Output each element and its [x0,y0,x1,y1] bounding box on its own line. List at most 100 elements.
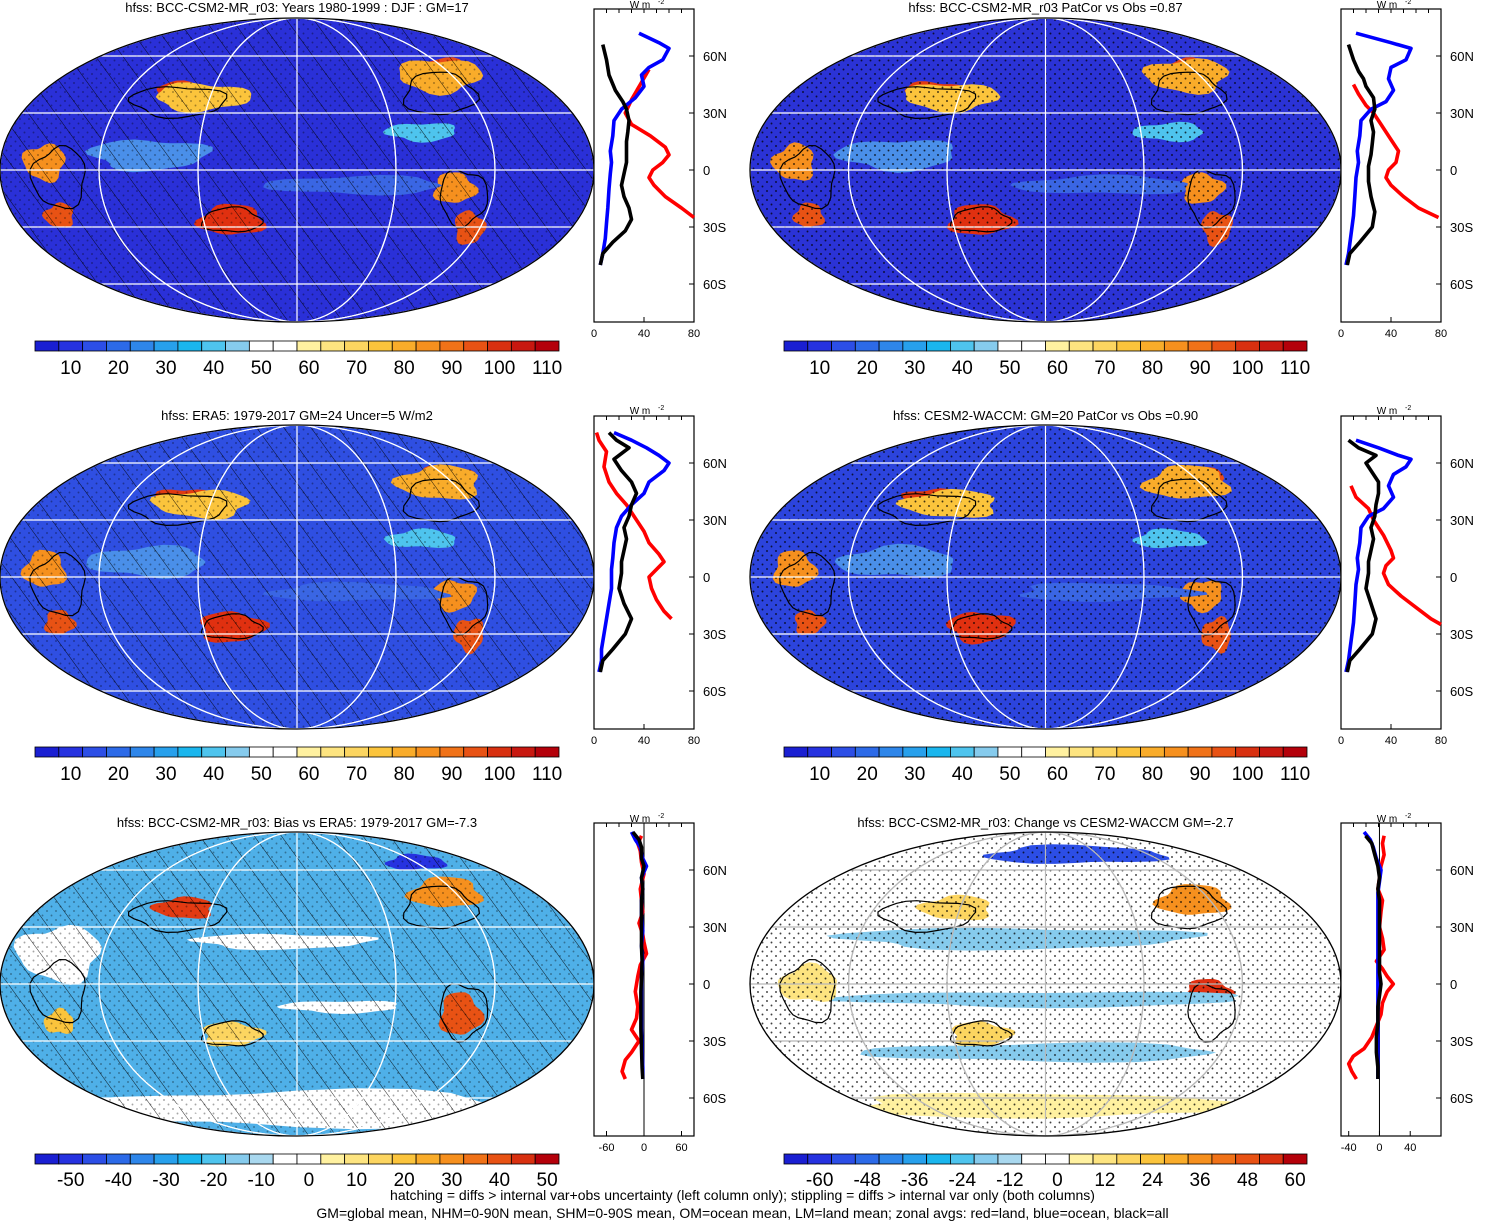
colorbar-swatch [82,340,107,352]
colorbar-swatch [82,1153,107,1165]
map-field [750,18,1341,322]
colorbar-swatch [1282,340,1308,352]
units-label: W m [1377,0,1398,11]
x-tick-label: 0 [1338,735,1344,747]
colorbar-swatch [1235,746,1260,758]
colorbar-swatch [854,340,880,352]
colorbar-swatch [534,1153,560,1165]
colorbar-swatch [177,340,203,352]
zonal-series-line [631,830,646,1080]
colorbar-swatch [902,340,928,352]
colorbar-label: 60 [1285,1170,1306,1191]
colorbar-swatch [82,746,107,758]
panel-3: hfss: ERA5: 1979-2017 GM=24 Uncer=5 W/m2… [0,405,727,785]
colorbar-swatch [534,340,560,352]
longitude-line [946,832,1145,1136]
colorbar-label: 60 [298,764,319,785]
x-tick-label: 40 [638,328,650,340]
colorbar-swatch [1021,746,1046,758]
colorbar-label: 0 [304,1170,315,1191]
units-exponent: -2 [1405,813,1411,820]
lat-tick-label: 60N [703,863,727,878]
colorbar-label: 40 [489,1170,510,1191]
colorbar-label: 20 [108,358,129,379]
x-tick-label: 80 [1435,328,1447,340]
colorbar-swatch [487,1153,512,1165]
colorbar-swatch [225,1153,250,1165]
x-tick-label: 40 [1385,735,1397,747]
longitude-line [847,832,1244,1136]
colorbar-swatch [201,1153,226,1165]
colorbar-label: 10 [346,1170,367,1191]
colorbar-swatch [1021,1153,1046,1165]
x-tick-label: 80 [1435,735,1447,747]
colorbar-swatch [391,1153,417,1165]
colorbar-swatch [34,746,60,758]
panel-2: hfss: BCC-CSM2-MR_r03 PatCor vs Obs =0.8… [749,0,1474,379]
colorbar-label: 20 [857,358,878,379]
lat-tick-label: 60S [1450,277,1473,292]
longitude-line [98,832,496,1136]
colorbar-label: 110 [1280,358,1310,379]
colorbar-label: 50 [999,358,1020,379]
colorbar-swatch [1163,1153,1189,1165]
units-exponent: -2 [658,0,664,6]
colorbar-swatch [783,340,809,352]
longitude-line [197,832,397,1136]
colorbar-swatch [463,1153,488,1165]
colorbar-label: 50 [999,764,1020,785]
lat-tick-label: 60S [1450,1091,1473,1106]
colorbar-swatch [344,340,369,352]
colorbar-swatch [201,746,226,758]
map-field [0,425,594,729]
colorbar-swatch [878,746,904,758]
lat-tick-label: 0 [703,163,710,178]
colorbar-swatch [106,746,131,758]
panel-4: hfss: CESM2-WACCM: GM=20 PatCor vs Obs =… [749,405,1474,785]
colorbar-swatch [1163,746,1189,758]
colorbar-label: 110 [532,764,562,785]
lat-tick-label: 30N [1450,513,1474,528]
colorbar-swatch [878,1153,904,1165]
colorbar-swatch [831,340,856,352]
colorbar-swatch [34,340,60,352]
x-tick-label: -40 [1341,1142,1357,1154]
colorbar-label: 10 [60,358,81,379]
longitude-line [197,18,397,322]
x-tick-label: -60 [599,1142,615,1154]
colorbar-swatch [1187,1153,1213,1165]
units-label: W m [1377,814,1398,825]
colorbar-swatch [1259,340,1284,352]
colorbar-swatch [487,340,512,352]
zonal-series-line [598,31,671,266]
colorbar-swatch [973,340,999,352]
x-tick-label: 80 [688,328,700,340]
colorbar-label: 80 [1142,764,1163,785]
x-tick-label: 40 [638,735,650,747]
lat-tick-label: 30S [703,220,726,235]
lat-tick-label: 30S [703,627,726,642]
zonal-series-line [598,431,639,673]
x-tick-label: 0 [1338,328,1344,340]
colorbar-swatch [1259,1153,1284,1165]
colorbar-swatch [177,746,203,758]
panel-title: hfss: BCC-CSM2-MR_r03: Years 1980-1999 :… [125,0,469,15]
colorbar-swatch [510,1153,536,1165]
colorbar-swatch [391,340,417,352]
x-tick-label: 60 [675,1142,687,1154]
units-label: W m [630,0,651,11]
zonal-series-line [597,430,671,673]
colorbar-label: 30 [904,358,925,379]
colorbar-label: 80 [394,358,415,379]
lat-tick-label: 60S [703,684,726,699]
longitude-line [946,425,1145,729]
colorbar-label: -48 [853,1170,880,1191]
colorbar-label: 100 [484,358,516,379]
colorbar-swatch [926,1153,951,1165]
units-exponent: -2 [658,405,664,412]
colorbar-swatch [807,340,832,352]
lat-tick-label: 30N [703,513,727,528]
colorbar-label: 90 [441,358,462,379]
colorbar-swatch [1211,746,1237,758]
colorbar-label: 50 [537,1170,558,1191]
